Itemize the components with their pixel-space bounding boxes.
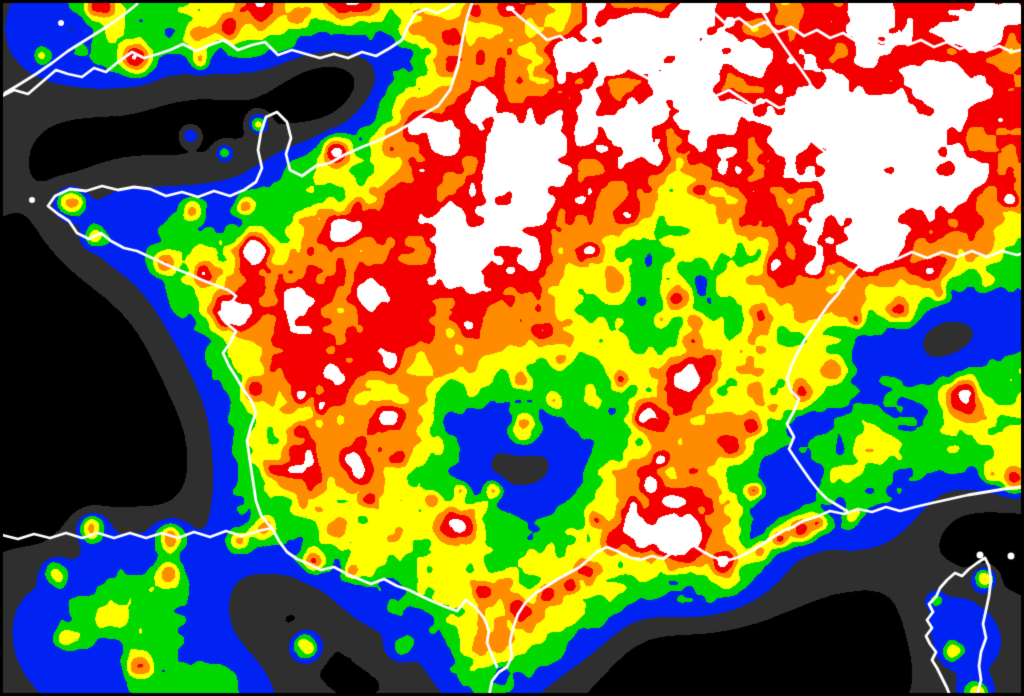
light-pollution-heatmap-canvas [0, 0, 1024, 696]
light-pollution-map [0, 0, 1024, 696]
